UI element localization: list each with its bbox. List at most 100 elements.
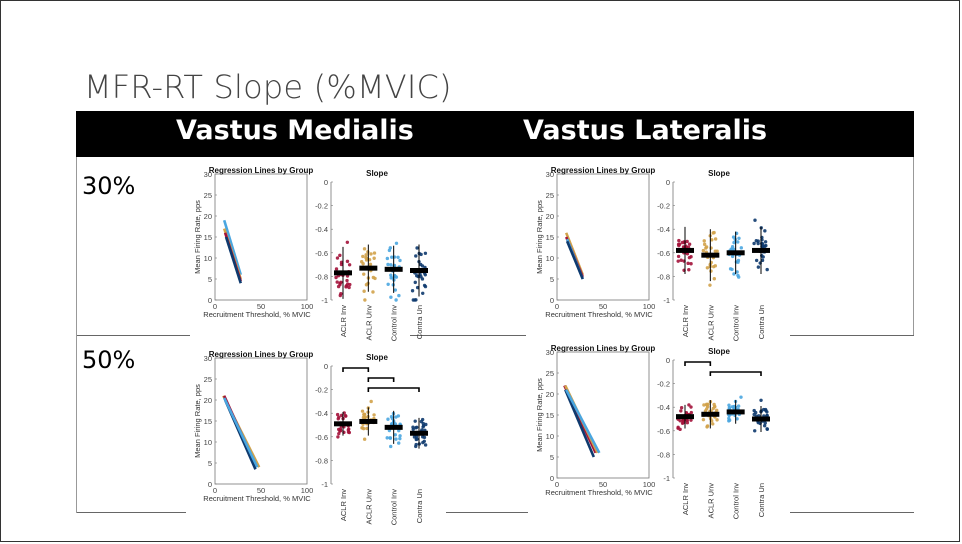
slope-point [728,267,733,271]
slope-point [397,293,401,298]
slope-point [739,395,743,399]
slope-point [334,275,338,280]
slope-point [339,413,344,418]
slope-point [701,248,706,253]
slope-point [369,399,373,404]
slope-point [385,256,390,261]
slope-point [369,252,373,256]
chart-panel-50-vm: Regression Lines by Group 0 5 10 15 20 25 30 0 50… [193,350,428,525]
regression-ytick-label: 5 [550,453,554,462]
slope-ytick-label: -0.6 [657,427,670,436]
slope-point [338,293,342,298]
regression-ytick-label: 25 [204,375,212,384]
slope-point [337,431,341,436]
slope-point [362,247,367,251]
slope-point [334,267,339,271]
row-divider-a [76,335,190,336]
slope-point [373,276,377,281]
slope-point [732,272,736,276]
slope-category-label: ACLR Unv [364,489,373,525]
slope-point [394,437,398,441]
regression-ytick-label: 15 [204,233,212,242]
slope-category-label: ACLR Inv [339,305,348,337]
slope-point [762,424,767,428]
slope-point [414,298,418,302]
slope-point [679,258,683,262]
slope-point [363,298,367,302]
column-header-vastus-medialis: Vastus Medialis [176,115,414,146]
bottom-divider-c [790,512,914,513]
slope-point [397,441,401,445]
slope-point [732,247,736,252]
slope-point [702,403,706,407]
slope-point [344,284,349,288]
slope-point [413,419,417,423]
slope-point [411,425,415,429]
slope-point [398,436,402,441]
regression-xlabel: Recruitment Threshold, % MVIC [545,310,653,319]
slope-point [754,239,758,243]
slope-ytick-label: -0.6 [657,249,670,258]
slope-ytick-label: -1 [321,296,328,305]
slope-point [705,403,709,407]
regression-ytick-label: 15 [546,411,554,420]
slope-point [729,247,733,251]
slope-point [713,237,718,241]
slope-point [365,256,369,261]
slope-point [754,258,759,263]
slope-point [708,283,712,287]
slope-point [424,422,428,427]
slope-point [339,280,343,284]
slope-ytick-label: -0.8 [315,456,328,465]
chart-panel-30-vl: Regression Lines by Group 0 5 10 15 20 25 30 0 50… [535,166,770,341]
slope-point [756,241,760,246]
slope-point [756,265,761,269]
slope-point [389,273,393,277]
slope-point [386,282,390,286]
regression-ytick-label: 30 [546,348,554,357]
slope-point [677,242,682,246]
slope-mean-bar [701,411,720,417]
slope-point [421,291,425,295]
slope-mean-bar [410,268,428,273]
slope-ytick-label: -0.6 [315,249,328,258]
slope-point [735,270,739,274]
regression-xtick-label: 100 [301,486,314,495]
slope-point [338,253,342,258]
slope-category-label: ACLR Unv [706,305,715,341]
slope-point [398,434,402,438]
slope-point [362,412,367,417]
regression-ylabel: Mean Firing Rate, pps [535,200,544,274]
slope-point [764,243,768,248]
slope-title: Slope [708,169,730,178]
slope-ytick-label: -1 [321,480,328,489]
slope-point [414,437,418,442]
slope-point [732,240,736,245]
slope-point [423,284,428,289]
slope-point [335,280,339,284]
slope-mean-bar [384,424,403,430]
regression-ytick-label: 10 [546,254,554,263]
slope-point [689,262,693,266]
slope-point [705,266,710,270]
slope-ytick-label: 0 [324,362,328,371]
slope-point [704,245,709,249]
slope-point [705,424,710,428]
slope-ytick-label: -0.8 [657,272,670,281]
slope-point [712,230,716,235]
slope-ytick-label: -0.2 [315,386,328,395]
regression-ytick-label: 30 [204,170,212,179]
regression-xtick-label: 50 [257,486,265,495]
slope-point [422,439,426,443]
table-right-border [913,157,914,335]
slope-point [361,254,365,259]
slope-mean-bar [726,250,745,256]
regression-ytick-label: 25 [546,191,554,200]
row-divider-c [790,335,914,336]
regression-line-control-inv [223,397,259,468]
slope-point [736,275,741,279]
slope-point [372,251,377,255]
slope-point [711,422,715,426]
slope-point [739,246,744,250]
